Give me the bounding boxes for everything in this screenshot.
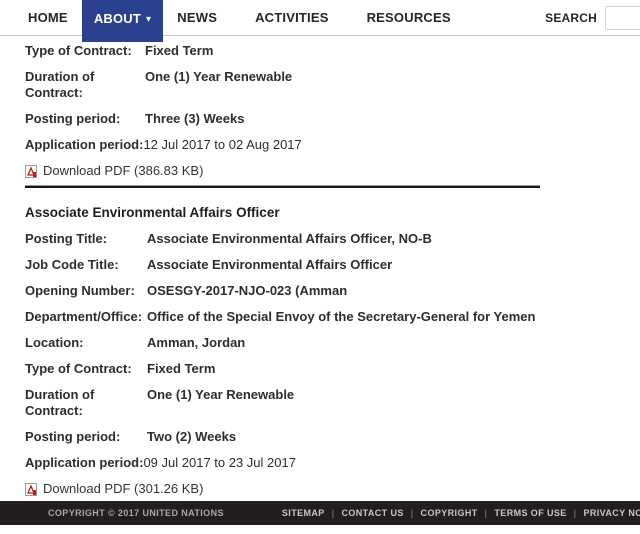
row-value: Amman, Jordan	[147, 335, 246, 350]
row-label: Posting period:	[25, 111, 121, 126]
nav-item-resources[interactable]: RESOURCES	[366, 10, 451, 25]
detail-row-duration: Duration of Contract: One (1) Year Renew…	[25, 387, 640, 419]
row-label: Location:	[25, 335, 84, 350]
nav-item-about-label: ABOUT	[93, 11, 142, 26]
detail-row-posting-period: Posting period: Two (2) Weeks	[25, 429, 640, 445]
job-posting-section-2: Associate Environmental Affairs Officer …	[25, 205, 640, 506]
detail-row-opening-number: Opening Number: OSESGY-2017-NJO-023 (Amm…	[25, 283, 640, 299]
row-label: Duration of Contract:	[25, 69, 95, 100]
download-pdf-link-2[interactable]: Download PDF (301.26 KB)	[25, 481, 640, 497]
row-value: Office of the Special Envoy of the Secre…	[147, 309, 536, 324]
footer-link-terms-of-use[interactable]: TERMS OF USE	[494, 508, 567, 518]
download-pdf-label: Download PDF (386.83 KB)	[43, 163, 204, 178]
row-label: Duration of Contract:	[25, 387, 95, 418]
row-value: One (1) Year Renewable	[145, 69, 293, 84]
footer-link-contact-us[interactable]: CONTACT US	[341, 508, 404, 518]
footer-link-copyright[interactable]: COPYRIGHT	[420, 508, 478, 518]
pdf-icon	[25, 482, 37, 496]
row-value: 09 Jul 2017 to 23 Jul 2017	[143, 455, 296, 470]
job-posting-title: Associate Environmental Affairs Officer	[25, 205, 280, 220]
row-value: Associate Environmental Affairs Officer	[147, 257, 393, 272]
row-value: Associate Environmental Affairs Officer,…	[147, 231, 432, 246]
footer-link-sitemap[interactable]: SITEMAP	[281, 508, 325, 518]
detail-row-job-code-title: Job Code Title: Associate Environmental …	[25, 257, 640, 273]
footer-copyright: COPYRIGHT © 2017 UNITED NATIONS	[48, 508, 224, 518]
download-pdf-label: Download PDF (301.26 KB)	[43, 481, 204, 496]
job-posting-section-1: Type of Contract: Fixed Term Duration of…	[25, 43, 640, 188]
job-postings-content: Type of Contract: Fixed Term Duration of…	[0, 36, 640, 506]
row-label: Department/Office:	[25, 309, 143, 324]
row-label: Posting Title:	[25, 231, 108, 246]
detail-row-posting-period: Posting period: Three (3) Weeks	[25, 111, 640, 127]
search-area: SEARCH	[545, 0, 640, 36]
footer-separator: |	[410, 508, 414, 518]
nav-item-activities[interactable]: ACTIVITIES	[255, 10, 329, 25]
section-divider	[25, 185, 540, 188]
row-value: One (1) Year Renewable	[147, 387, 295, 402]
pdf-icon	[25, 164, 37, 178]
nav-item-news[interactable]: NEWS	[177, 10, 218, 25]
footer-separator: |	[573, 508, 577, 518]
search-label: SEARCH	[545, 11, 597, 25]
row-value: Fixed Term	[147, 361, 216, 376]
footer-link-privacy-notice[interactable]: PRIVACY NOTICE	[583, 508, 640, 518]
row-value: 12 Jul 2017 to 02 Aug 2017	[143, 137, 302, 152]
row-value: OSESGY-2017-NJO-023 (Amman	[147, 283, 348, 298]
row-label: Job Code Title:	[25, 257, 119, 272]
row-label: Application period:	[25, 137, 144, 152]
detail-row-duration: Duration of Contract: One (1) Year Renew…	[25, 69, 640, 101]
detail-row-posting-title: Posting Title: Associate Environmental A…	[25, 231, 640, 247]
footer-separator: |	[484, 508, 488, 518]
row-label: Type of Contract:	[25, 43, 132, 58]
footer: COPYRIGHT © 2017 UNITED NATIONS SITEMAP …	[0, 501, 640, 525]
nav-item-home[interactable]: HOME	[28, 10, 68, 25]
row-value: Three (3) Weeks	[145, 111, 245, 126]
row-value: Two (2) Weeks	[147, 429, 237, 444]
row-label: Type of Contract:	[25, 361, 132, 376]
footer-separator: |	[331, 508, 335, 518]
row-label: Application period:	[25, 455, 144, 470]
row-value: Fixed Term	[145, 43, 214, 58]
row-label: Opening Number:	[25, 283, 135, 298]
nav-item-about[interactable]: ABOUT ▾	[81, 0, 164, 42]
chevron-down-icon: ▾	[146, 14, 152, 25]
footer-links: SITEMAP | CONTACT US | COPYRIGHT | TERMS…	[282, 508, 640, 518]
row-label: Posting period:	[25, 429, 121, 444]
download-pdf-link-1[interactable]: Download PDF (386.83 KB)	[25, 163, 640, 179]
detail-row-application-period: Application period:09 Jul 2017 to 23 Jul…	[25, 455, 640, 471]
search-input[interactable]	[605, 6, 640, 30]
detail-row-type-of-contract: Type of Contract: Fixed Term	[25, 43, 640, 59]
detail-row-department-office: Department/Office: Office of the Special…	[25, 309, 640, 325]
detail-row-location: Location: Amman, Jordan	[25, 335, 640, 351]
detail-row-application-period: Application period:12 Jul 2017 to 02 Aug…	[25, 137, 640, 153]
detail-row-type-of-contract: Type of Contract: Fixed Term	[25, 361, 640, 377]
top-navigation: HOME ABOUT ▾ NEWS ACTIVITIES RESOURCES SE…	[0, 0, 640, 42]
